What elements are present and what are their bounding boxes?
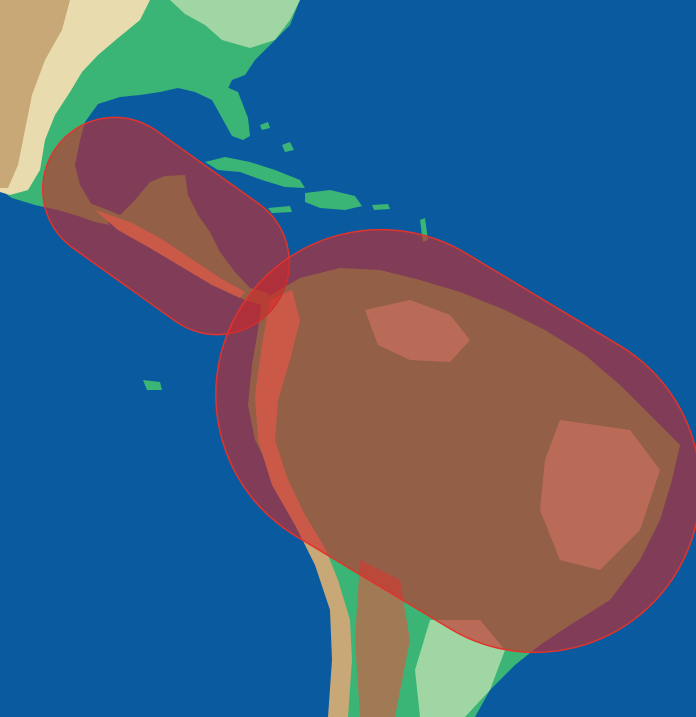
range-overlay (41, 116, 696, 714)
range-region-south-america[interactable] (154, 168, 696, 714)
